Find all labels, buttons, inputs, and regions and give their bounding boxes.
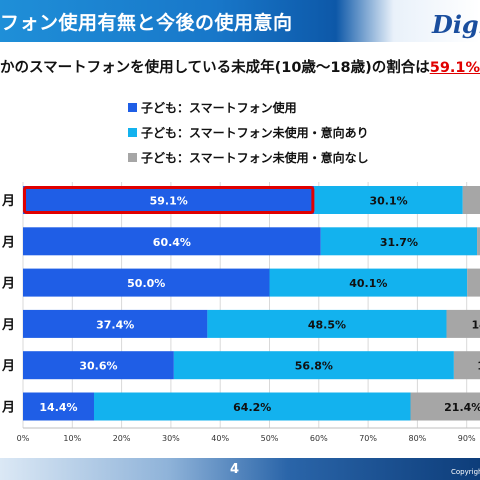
bar-no-intend [410, 392, 480, 421]
data-label-intend: 64.2% [233, 401, 271, 414]
category-label: 月 [1, 359, 15, 374]
x-tick-label: 30% [162, 434, 180, 443]
legend-label-no-intend: 子ども：スマートフォン未使用・意向なし [141, 151, 369, 165]
company-logo: Digi [432, 10, 480, 39]
subtitle-highlight-value: 59.1% [429, 60, 480, 76]
x-tick-label: 10% [63, 434, 81, 443]
x-tick-label: 60% [310, 434, 328, 443]
footer-bar [0, 458, 480, 480]
category-label: 月 [1, 401, 15, 416]
bar-intend [207, 309, 447, 338]
bar-using [23, 268, 270, 297]
bar-no-intend [477, 227, 480, 256]
data-label-using: 14.4% [39, 401, 77, 414]
bar-no-intend [467, 268, 480, 297]
data-label-using: 60.4% [153, 236, 191, 249]
category-label: 月 [1, 318, 15, 333]
category-label: 月 [1, 194, 15, 209]
legend-item-intend: 子ども：スマートフォン未使用・意向あり [128, 124, 369, 141]
category-label: 月 [1, 277, 15, 292]
x-tick-label: 70% [359, 434, 377, 443]
legend-item-using: 子ども：スマートフォン使用 [128, 99, 297, 116]
legend-item-no-intend: 子ども：スマートフォン未使用・意向なし [128, 149, 369, 166]
bar-using [23, 309, 208, 338]
x-tick-label: 20% [113, 434, 131, 443]
data-label-using: 30.6% [79, 360, 117, 373]
bar-using [23, 186, 315, 214]
data-label-intend: 30.1% [369, 195, 407, 208]
x-tick-label: 40% [211, 434, 229, 443]
x-tick-label: 50% [261, 434, 279, 443]
x-tick-label: 80% [409, 434, 427, 443]
category-label: 月 [1, 235, 15, 250]
title-bar [0, 0, 480, 42]
data-label-using: 50.0% [127, 277, 165, 290]
data-label-using: 37.4% [96, 318, 134, 331]
x-tick-label: 0% [17, 434, 30, 443]
page-title: フォン使用有無と今後の使用意向 [0, 12, 293, 34]
bar-using [23, 227, 321, 256]
bar-no-intend [462, 186, 480, 214]
data-label-no-intend: 14. [471, 318, 480, 331]
page-number: 4 [230, 462, 240, 477]
bar-using [23, 351, 174, 380]
legend-swatch-using [128, 103, 137, 112]
stacked-bar-chart: 0% 10% 20% 30% 40% 50% 60% 70% 80% 90% 月 59.1% 30.1%… [1, 182, 480, 443]
legend-label-intend: 子ども：スマートフォン未使用・意向あり [141, 126, 369, 140]
data-label-intend: 31.7% [380, 236, 418, 249]
data-label-no-intend: 21.4% [444, 401, 480, 414]
legend-swatch-intend [128, 128, 137, 137]
data-label-no-intend: 12 [477, 360, 480, 373]
bar-intend [320, 227, 478, 256]
copyright-text: Copyright [451, 468, 480, 476]
legend-swatch-no-intend [128, 153, 137, 162]
bar-using [23, 392, 94, 421]
data-label-using: 59.1% [150, 195, 188, 208]
data-label-intend: 48.5% [308, 318, 346, 331]
chart-subtitle: かのスマートフォンを使用している未成年(10歳～18歳)の割合は59.1% [0, 56, 480, 77]
bar-no-intend [446, 309, 480, 338]
highlight-border [23, 186, 315, 214]
data-label-intend: 56.8% [295, 360, 333, 373]
data-label-intend: 40.1% [349, 277, 387, 290]
bar-intend [93, 392, 411, 421]
bar-intend [173, 351, 454, 380]
legend-label-using: 子ども：スマートフォン使用 [141, 101, 297, 115]
bar-intend [314, 186, 463, 214]
bar-intend [269, 268, 468, 297]
bar-no-intend [453, 351, 480, 380]
x-tick-label: 90% [458, 434, 476, 443]
subtitle-text: かのスマートフォンを使用している未成年(10歳～18歳)の割合は [0, 60, 430, 76]
